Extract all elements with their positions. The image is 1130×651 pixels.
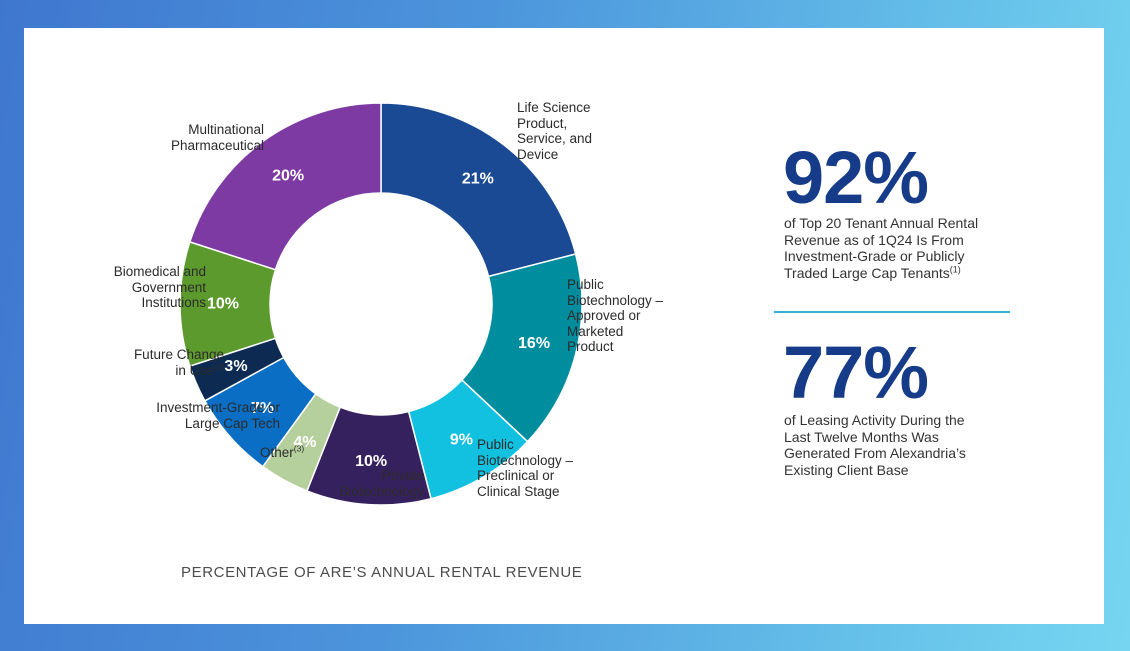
section-divider — [774, 311, 1010, 313]
stat-line: Last Twelve Months Was — [784, 428, 939, 445]
label-line: Government — [131, 279, 206, 295]
label-line: Marketed — [567, 323, 624, 339]
donut-slice-label-8: 20% — [272, 168, 304, 185]
donut-slice-1 — [460, 253, 583, 443]
label-public-approved: Public Biotechnology – Approved or Marke… — [567, 277, 663, 355]
chart-caption: PERCENTAGE OF ARE’S ANNUAL RENTAL REVENU… — [181, 564, 583, 581]
label-line: Biomedical and — [113, 264, 206, 279]
donut-slice-8 — [188, 102, 382, 271]
footnote-marker: (2) — [213, 361, 224, 371]
donut-slice-label-4: 4% — [293, 434, 316, 451]
label-line: Preclinical or — [477, 468, 555, 483]
stat-text-77: of Leasing Activity During the Last Twel… — [784, 412, 1024, 478]
stat-line: Traded Large Cap Tenants — [784, 264, 950, 281]
footnote-marker: (3) — [293, 443, 305, 454]
label-line: Multinational — [188, 122, 264, 137]
label-line: Future Change — [133, 347, 224, 362]
label-line: Clinical Stage — [477, 483, 560, 499]
stat-value-77: 77% — [783, 331, 929, 414]
donut-slice-label-2: 9% — [450, 431, 473, 448]
label-other: Other(3) — [260, 443, 305, 461]
label-line: Large Cap Tech — [184, 415, 280, 431]
label-life-science: Life Science Product, Service, and Devic… — [517, 100, 592, 162]
donut-slice-label-0: 21% — [462, 171, 494, 188]
donut-chart: 21% 16% 9% 10% 4% 7% 3% 10% 20% — [179, 102, 583, 506]
stat-text-92: of Top 20 Tenant Annual Rental Revenue a… — [784, 215, 1024, 281]
label-line: Product, — [517, 115, 568, 131]
donut-slice-0 — [380, 102, 577, 278]
label-line: Service, and — [517, 131, 593, 146]
slide-card: 21% 16% 9% 10% 4% 7% 3% 10% 20% Life Science Pro… — [24, 28, 1104, 624]
label-public-preclinical: Public Biotechnology – Preclinical or Cl… — [477, 437, 573, 499]
label-line: Other — [260, 445, 294, 460]
label-line: Biotechnology — [339, 483, 424, 499]
label-biomedical: Biomedical and Government Institutions — [80, 264, 206, 311]
donut-slice-label-3: 10% — [355, 453, 387, 470]
label-line: Investment-Grade or — [156, 400, 280, 415]
label-line: in Use — [175, 362, 214, 378]
label-line: Device — [517, 146, 559, 162]
label-line: Product — [567, 339, 614, 354]
label-future-change: Future Change in Use(2) — [80, 347, 224, 378]
stat-line: Existing Client Base — [784, 461, 909, 478]
stat-line: of Top 20 Tenant Annual Rental — [784, 215, 979, 231]
label-line: Approved or — [567, 308, 641, 323]
label-line: Biotechnology – — [567, 292, 664, 308]
donut-slice-label-7: 10% — [207, 296, 239, 313]
footnote-marker: (1) — [949, 263, 961, 274]
stat-value-92: 92% — [783, 136, 929, 219]
stat-line: Revenue as of 1Q24 Is From — [784, 231, 964, 248]
label-investment-grade: Investment-Grade or Large Cap Tech — [80, 400, 280, 431]
donut-slice-label-6: 3% — [224, 358, 247, 375]
stat-line: Generated From Alexandria’s — [784, 445, 966, 461]
label-line: Private — [381, 468, 424, 483]
label-line: Public — [567, 277, 604, 292]
label-multinational: Multinational Pharmaceutical — [124, 122, 264, 153]
stat-line: of Leasing Activity During the — [784, 412, 965, 428]
donut-slice-label-5: 7% — [251, 400, 274, 417]
label-line: Public — [477, 437, 514, 452]
stat-line: Investment-Grade or Publicly — [784, 248, 965, 264]
label-line: Life Science — [517, 100, 591, 115]
label-line: Institutions — [141, 295, 206, 310]
label-private: Private Biotechnology — [324, 468, 424, 499]
label-line: Biotechnology – — [477, 452, 574, 468]
donut-slice-label-1: 16% — [518, 335, 550, 352]
label-line: Pharmaceutical — [170, 137, 264, 153]
